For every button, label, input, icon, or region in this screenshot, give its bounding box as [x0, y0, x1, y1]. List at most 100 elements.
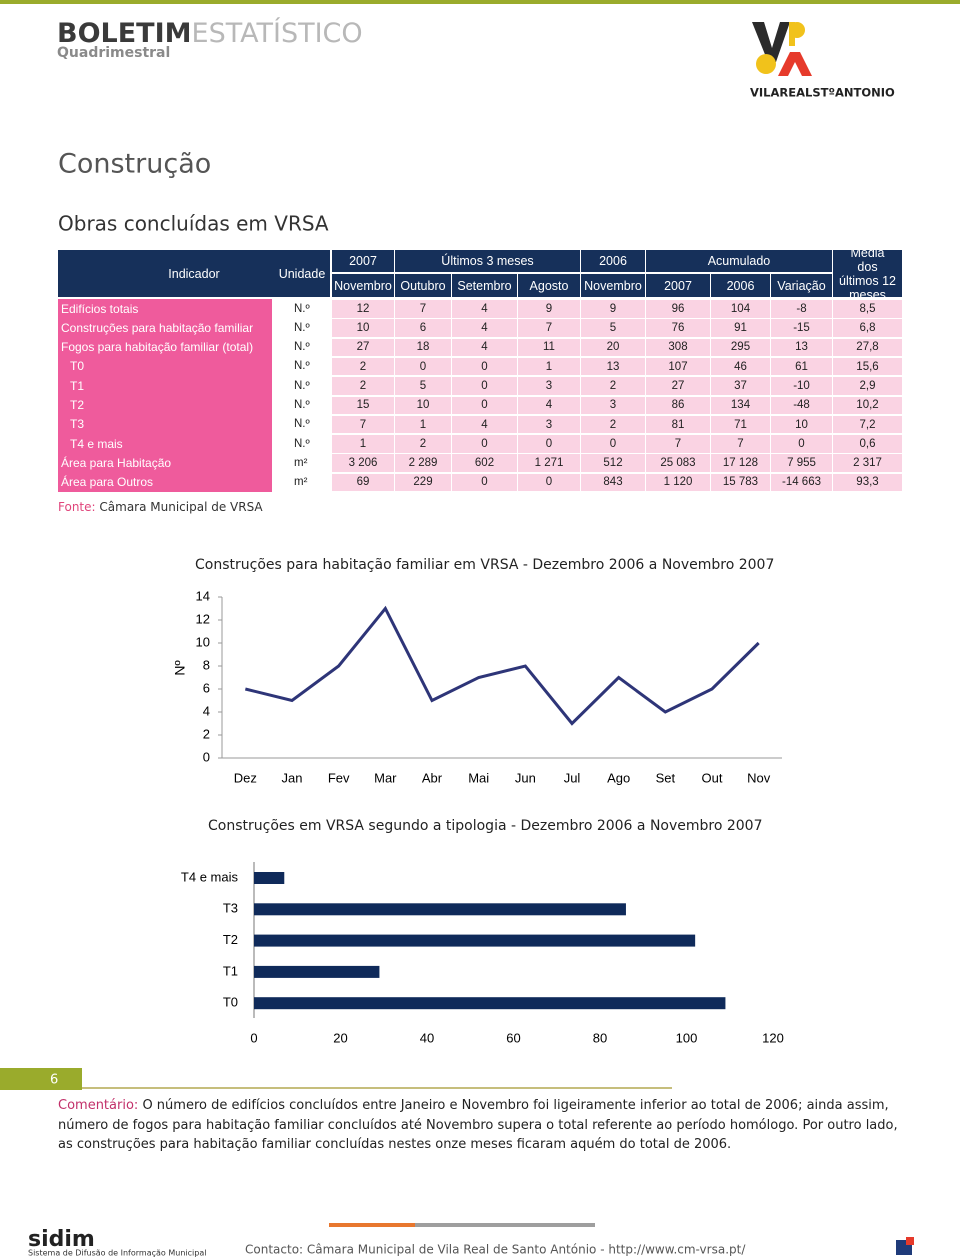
subsection-title: Obras concluídas em VRSA — [58, 212, 329, 236]
x-tick-label: Out — [702, 770, 723, 785]
data-cell: 602 — [452, 454, 517, 472]
data-cell: 4 — [518, 396, 580, 414]
sidim-caption: Sistema de Difusão de Informação Municip… — [28, 1249, 206, 1258]
x-tick-label: Fev — [328, 770, 350, 785]
unit: m² — [294, 476, 308, 489]
x-tick-label: Jul — [564, 770, 581, 785]
x-tick-label: Jun — [515, 770, 536, 785]
data-cell: 134 — [711, 396, 770, 414]
data-cell: 0,6 — [833, 435, 902, 453]
data-cell: 37 — [711, 377, 770, 395]
subheader: 2006 — [711, 274, 770, 297]
data-cell: 104 — [711, 300, 770, 318]
x-tick-label: Nov — [747, 770, 771, 785]
data-cell: 9 — [518, 300, 580, 318]
data-cell: 0 — [452, 377, 517, 395]
x-tick-label: Mar — [374, 770, 397, 785]
unit: N.º — [294, 437, 310, 450]
data-cell: 9 — [581, 300, 645, 318]
bar — [254, 903, 626, 916]
logo-text: VILAREALSTºANTONIO — [750, 86, 895, 100]
x-tick-label: 100 — [676, 1030, 698, 1045]
data-cell: 10 — [332, 319, 394, 337]
data-cell: 229 — [395, 473, 451, 492]
data-cell: 0 — [518, 435, 580, 453]
y-axis-label: Nº — [172, 660, 188, 675]
header-group: Últimos 3 meses — [395, 250, 580, 272]
chart-title: Construções para habitação familiar em V… — [195, 557, 774, 573]
header-group: Acumulado — [646, 250, 832, 272]
subheader: Variação — [771, 274, 832, 297]
data-cell: 27 — [646, 377, 710, 395]
chart-title: Construções em VRSA segundo a tipologia … — [208, 818, 763, 834]
contact: Contacto: Câmara Municipal de Vila Real … — [245, 1243, 746, 1257]
bar — [254, 965, 380, 978]
subheader: Outubro — [395, 274, 451, 297]
data-cell: 0 — [452, 357, 517, 376]
unit: N.º — [294, 399, 310, 411]
data-cell: 7 — [518, 319, 580, 337]
data-cell: 3 — [518, 415, 580, 434]
data-cell: 2 289 — [395, 454, 451, 472]
x-tick-label: 120 — [762, 1030, 784, 1045]
row-label: Edifícios totais — [61, 301, 139, 316]
subheader: Setembro — [452, 274, 517, 297]
header-cell: Unidade — [278, 266, 326, 281]
x-tick-label: 80 — [593, 1030, 607, 1045]
source: Fonte: Câmara Municipal de VRSA — [58, 500, 263, 514]
subheader: Novembro — [581, 274, 645, 297]
data-cell: 10 — [395, 396, 451, 414]
data-cell: 4 — [452, 338, 517, 357]
bar — [254, 872, 285, 884]
bar — [254, 934, 696, 947]
y-tick-label: T2 — [223, 932, 238, 947]
data-cell: 8,5 — [833, 300, 902, 318]
cube-icon — [896, 1237, 914, 1255]
data-cell: 7,2 — [833, 415, 902, 434]
data-cell: 10 — [771, 415, 832, 434]
data-cell: -15 — [771, 319, 832, 337]
data-cell: 2 — [332, 377, 394, 395]
data-cell: 7 — [395, 300, 451, 318]
subheader: Agosto — [518, 274, 580, 297]
row-label: T1 — [70, 378, 85, 393]
unit: m² — [294, 456, 308, 469]
row-label: T3 — [70, 417, 85, 432]
page-box — [0, 1068, 82, 1090]
row-label: Fogos para habitação familiar (total) — [61, 340, 254, 355]
section-title: Construção — [58, 149, 211, 180]
data-cell: -8 — [771, 300, 832, 318]
data-cell: 2 — [395, 435, 451, 453]
header-group: 2006 — [581, 250, 645, 272]
x-tick-label: Ago — [607, 770, 630, 785]
y-tick-label: 4 — [203, 703, 210, 718]
data-cell: 7 955 — [771, 454, 832, 472]
unit: N.º — [294, 302, 310, 315]
y-tick-label: T1 — [223, 963, 238, 978]
row-label: Área para Habitação — [61, 455, 172, 470]
data-cell: 93,3 — [833, 473, 902, 492]
data-cell: 0 — [452, 473, 517, 492]
y-tick-label: 10 — [196, 634, 210, 649]
data-cell: 295 — [711, 338, 770, 357]
data-cell: 512 — [581, 454, 645, 472]
top-line — [0, 0, 960, 4]
unit: N.º — [294, 360, 310, 373]
x-tick-label: 0 — [250, 1030, 257, 1045]
unit: N.º — [294, 341, 310, 354]
line — [244, 605, 760, 726]
subheader: Novembro — [332, 274, 394, 297]
title: BOLETIMESTATÍSTICO — [57, 17, 363, 49]
data-cell: 5 — [581, 319, 645, 337]
y-tick-label: 2 — [203, 726, 210, 741]
data-cell: 71 — [711, 415, 770, 434]
data-cell: 0 — [395, 357, 451, 376]
data-cell: 27,8 — [833, 338, 902, 357]
data-cell: 17 128 — [711, 454, 770, 472]
y-tick-label: T0 — [223, 995, 238, 1010]
data-cell: 10,2 — [833, 396, 902, 414]
data-cell: 27 — [332, 338, 394, 357]
x-tick-label: 40 — [420, 1030, 434, 1045]
